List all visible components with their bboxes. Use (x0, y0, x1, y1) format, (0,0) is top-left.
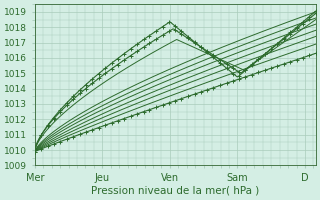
X-axis label: Pression niveau de la mer( hPa ): Pression niveau de la mer( hPa ) (91, 186, 260, 196)
